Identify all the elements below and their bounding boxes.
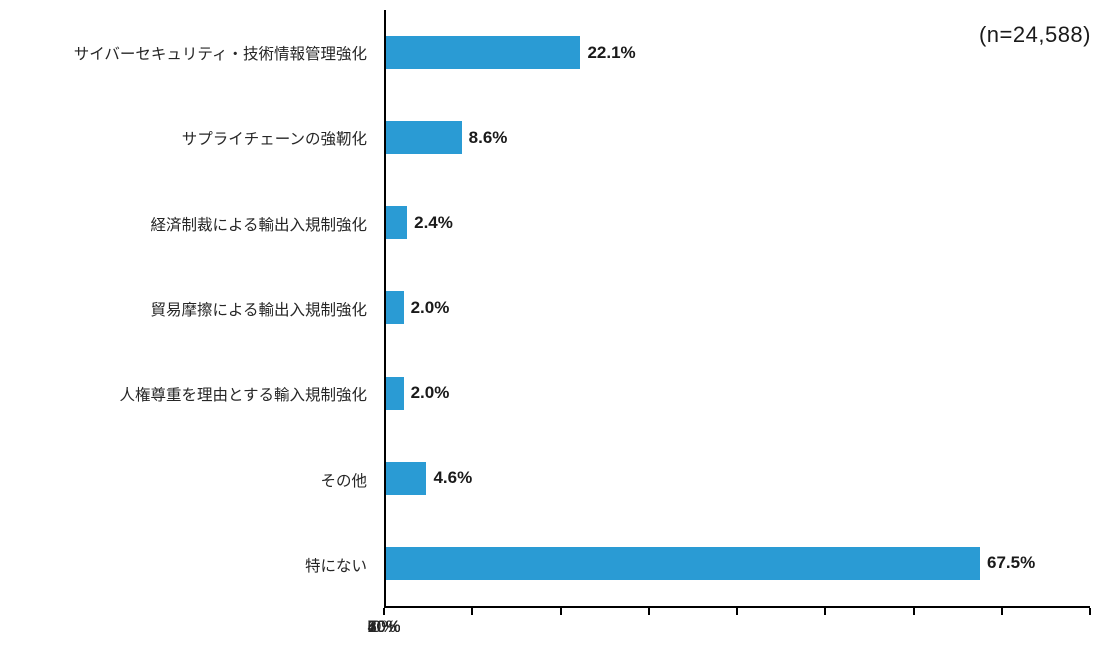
bar bbox=[386, 36, 581, 70]
bar bbox=[386, 121, 462, 155]
y-axis-category-labels: サイバーセキュリティ・技術情報管理強化サプライチェーンの強靭化経済制裁による輸出… bbox=[0, 10, 376, 608]
x-axis-tick-marks bbox=[383, 608, 1091, 615]
bar-row: 2.0% bbox=[386, 351, 1090, 436]
x-tick-label: 0% bbox=[372, 618, 396, 636]
x-tick-label: 30% bbox=[367, 618, 401, 636]
x-tick-mark bbox=[471, 608, 474, 615]
x-axis-tick-labels: 0% 10% 20% 30% 40% 50% 60% 70% 80% bbox=[367, 618, 1090, 642]
x-tick-label: 80% bbox=[367, 618, 401, 636]
category-label: 貿易摩擦による輸出入規制強化 bbox=[150, 301, 367, 319]
x-tick-mark bbox=[559, 608, 562, 615]
bar bbox=[386, 461, 427, 495]
category-label: その他 bbox=[320, 472, 367, 490]
category-label: 人権尊重を理由とする輸入規制強化 bbox=[119, 387, 367, 405]
bar-value-label: 22.1% bbox=[587, 42, 636, 62]
bar-row: 67.5% bbox=[386, 521, 1090, 606]
category-label: 特にない bbox=[304, 558, 367, 576]
x-tick-label: 60% bbox=[367, 618, 401, 636]
x-tick-mark bbox=[1000, 608, 1003, 615]
bar-value-label: 67.5% bbox=[987, 553, 1036, 573]
bar-value-label: 4.6% bbox=[433, 468, 473, 488]
bar-value-label: 2.0% bbox=[410, 297, 450, 317]
bar bbox=[386, 376, 404, 410]
bar-value-label: 2.4% bbox=[414, 212, 453, 232]
bar-row: 2.0% bbox=[386, 265, 1090, 350]
bar bbox=[386, 546, 980, 580]
bar bbox=[386, 206, 408, 240]
x-tick-label: 40% bbox=[367, 618, 401, 636]
category-label: 経済制裁による輸出入規制強化 bbox=[150, 216, 367, 234]
category-label: サプライチェーンの強靭化 bbox=[181, 131, 367, 149]
x-tick-mark bbox=[1089, 608, 1091, 615]
x-tick-label: 70% bbox=[367, 618, 401, 636]
x-tick-label: 50% bbox=[367, 618, 401, 636]
category-label: サイバーセキュリティ・技術情報管理強化 bbox=[73, 45, 367, 63]
x-tick-mark bbox=[912, 608, 915, 615]
bar-value-label: 2.0% bbox=[410, 383, 450, 403]
plot-area: 22.1% 8.6% 2.4% 2.0% 2.0% 4.6% 67.5% bbox=[384, 10, 1090, 608]
x-tick-label: 20% bbox=[367, 618, 401, 636]
bar-row: 22.1% bbox=[386, 10, 1090, 95]
bar-row: 8.6% bbox=[386, 95, 1090, 180]
x-tick-mark bbox=[647, 608, 650, 615]
bar-row: 4.6% bbox=[386, 436, 1090, 521]
x-tick-mark bbox=[383, 608, 385, 615]
x-tick-mark bbox=[824, 608, 827, 615]
bar-row: 2.4% bbox=[386, 180, 1090, 265]
x-tick-label: 10% bbox=[367, 618, 401, 636]
bar-value-label: 8.6% bbox=[468, 127, 508, 147]
x-tick-mark bbox=[736, 608, 738, 615]
sample-size-annotation: (n=24,588) bbox=[978, 22, 1091, 47]
bar bbox=[386, 291, 404, 325]
